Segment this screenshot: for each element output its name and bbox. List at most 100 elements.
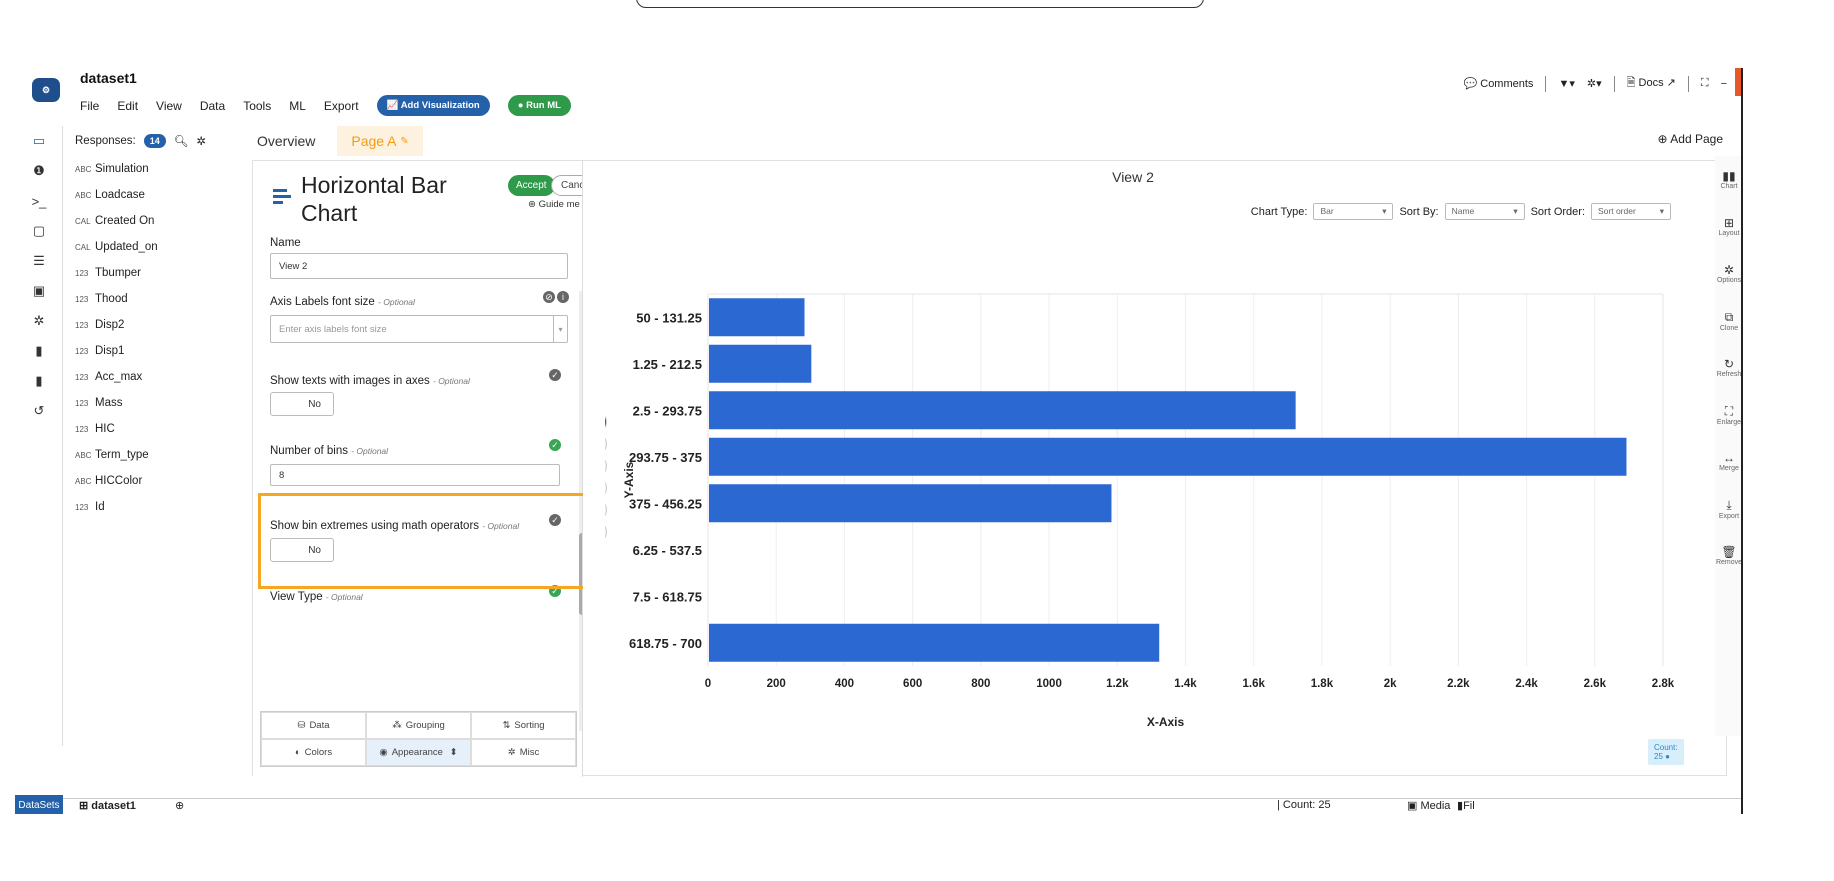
right-rail-export[interactable]: ⤓ Export	[1715, 485, 1741, 532]
field-item[interactable]: 123 Disp2	[63, 312, 243, 338]
right-rail-remove[interactable]: 🗑︎ Remove	[1715, 532, 1741, 579]
datasets-tab[interactable]: DataSets	[15, 795, 63, 814]
menu-ml[interactable]: ML	[289, 98, 306, 113]
field-item[interactable]: 123 Tbumper	[63, 260, 243, 286]
axis-font-size-input[interactable]: Enter axis labels font size ▾	[270, 315, 568, 343]
editor-scroll-thumb[interactable]	[579, 533, 582, 615]
menu-view[interactable]: View	[156, 98, 182, 113]
tab-page-a-label: Page A	[351, 133, 397, 149]
x-axis-title: X-Axis	[1147, 715, 1185, 729]
media-button[interactable]: ▣ Media	[1407, 800, 1451, 812]
field-item[interactable]: 123 Id	[63, 494, 243, 520]
edit-icon[interactable]: ✎	[400, 135, 409, 147]
run-ml-label: Run ML	[526, 100, 561, 111]
sort-order-select[interactable]: Sort order ▾	[1591, 203, 1671, 220]
history-icon[interactable]: ↺	[33, 403, 45, 418]
menu-tools[interactable]: Tools	[243, 98, 272, 113]
sort-by-select[interactable]: Name ▾	[1444, 203, 1525, 220]
fullscreen-icon[interactable]: ⛶	[1700, 77, 1709, 89]
field-item[interactable]: 123 Thood	[63, 286, 243, 312]
sliders-icon[interactable]: ☰	[33, 253, 45, 268]
field-item[interactable]: 123 Acc_max	[63, 364, 243, 390]
field-type-icon: CAL	[75, 216, 91, 226]
menu-export[interactable]: Export	[323, 98, 359, 113]
minimize-icon[interactable]: −	[1720, 77, 1727, 90]
chart-type-select[interactable]: Bar ▾	[1313, 203, 1394, 220]
menu-file[interactable]: File	[80, 98, 100, 113]
info-icon[interactable]: i	[557, 291, 569, 303]
number-of-bins-input[interactable]: 8	[270, 464, 560, 486]
page-tabs: Overview Page A ✎ ⊕ Add Page	[243, 126, 1741, 156]
info-icon[interactable]: ❶	[33, 163, 45, 178]
menu-data[interactable]: Data	[199, 98, 226, 113]
chart-controls: Chart Type: Bar ▾ Sort By: Name ▾ Sort Ord…	[1251, 203, 1671, 220]
run-ml-button[interactable]: ● Run ML	[507, 95, 571, 116]
field-item[interactable]: 123 Disp1	[63, 338, 243, 364]
subtab-sorting[interactable]: ⇅ Sorting	[471, 712, 576, 739]
subtab-colors-label: Colors	[304, 747, 333, 758]
square-icon[interactable]: ▢	[32, 223, 46, 238]
filter-icon[interactable]: ▼▾	[1558, 78, 1575, 90]
cancel-button[interactable]: Cancel	[551, 175, 582, 196]
right-rail-enlarge[interactable]: ⛶ Enlarge	[1715, 391, 1741, 438]
right-rail-merge[interactable]: ↔ Merge	[1715, 438, 1741, 485]
field-name: Created On	[95, 215, 155, 227]
image-icon[interactable]: ▣	[32, 283, 46, 298]
field-item[interactable]: CAL Created On	[63, 208, 243, 234]
subtab-colors[interactable]: ◐ Colors	[261, 739, 366, 766]
subtab-appearance[interactable]: ◉ Appearance ⬍	[366, 739, 471, 766]
right-rail-refresh[interactable]: ↻ Refresh	[1715, 344, 1741, 391]
subtab-grouping[interactable]: ⁂ Grouping	[366, 712, 471, 739]
chart-title: View 2	[1112, 169, 1154, 185]
right-rail-chart[interactable]: ▮▮ Chart	[1715, 156, 1741, 203]
field-item[interactable]: ABC HICColor	[63, 468, 243, 494]
dataset-tab-label: dataset1	[91, 800, 136, 812]
accept-button[interactable]: Accept	[508, 175, 555, 196]
files-button[interactable]: ▮Fil	[1457, 800, 1475, 812]
field-item[interactable]: ABC Simulation	[63, 156, 243, 182]
add-visualization-button[interactable]: 📈 Add Visualization	[376, 95, 490, 116]
file-icon[interactable]: ▮	[35, 343, 43, 358]
subtab-misc[interactable]: ✲ Misc	[471, 739, 576, 766]
field-type-icon: 123	[75, 268, 89, 278]
x-tick-label: 1000	[1036, 678, 1062, 690]
search-icon[interactable]: 🔍︎	[173, 136, 189, 148]
right-rail-layout[interactable]: ⊞ Layout	[1715, 203, 1741, 250]
bin-extremes-toggle[interactable]: No	[270, 538, 334, 562]
guide-me-link[interactable]: ⊛ Guide me	[528, 199, 580, 210]
subtab-data[interactable]: ⛁ Data	[261, 712, 366, 739]
right-action-rail: ▮▮ Chart ⊞ Layout ✲ Options ⧉ Clone ↻ Refresh ⛶ Enl…	[1715, 156, 1741, 736]
y-category-label: 6.25 - 537.5	[633, 543, 702, 558]
editor-scroll-track[interactable]	[579, 291, 582, 731]
monitor-icon[interactable]: ▭	[32, 133, 46, 148]
reset-icon[interactable]: ⊘	[543, 291, 555, 303]
gear-icon[interactable]: ✲	[33, 313, 45, 328]
terminal-icon[interactable]: >_	[31, 193, 47, 209]
field-item[interactable]: ABC Loadcase	[63, 182, 243, 208]
field-item[interactable]: ABC Term_type	[63, 442, 243, 468]
field-item[interactable]: 123 HIC	[63, 416, 243, 442]
show-texts-toggle[interactable]: No	[270, 392, 334, 416]
dataset-tab[interactable]: ⊞ dataset1	[79, 800, 136, 812]
add-page-button[interactable]: ⊕ Add Page	[1657, 132, 1723, 146]
right-rail-options[interactable]: ✲ Options	[1715, 250, 1741, 297]
y-category-label: 375 - 456.25	[629, 496, 702, 511]
name-input[interactable]: View 2	[270, 253, 568, 279]
spinner-icon[interactable]: ▾	[553, 316, 567, 342]
field-item[interactable]: CAL Updated_on	[63, 234, 243, 260]
add-dataset-icon[interactable]: ⊕	[175, 800, 185, 812]
right-rail-label: Merge	[1719, 465, 1739, 472]
menu-edit[interactable]: Edit	[117, 98, 139, 113]
field-item[interactable]: 123 Mass	[63, 390, 243, 416]
file-alt-icon[interactable]: ▮	[35, 373, 43, 388]
docs-button[interactable]: 🗎 Docs ↗	[1626, 77, 1676, 89]
app-logo-icon[interactable]: ⚙	[32, 78, 60, 102]
settings-icon[interactable]: ✲▾	[1586, 78, 1602, 90]
gear-icon[interactable]: ✲	[196, 136, 206, 148]
right-rail-clone[interactable]: ⧉ Clone	[1715, 297, 1741, 344]
tab-page-a[interactable]: Page A ✎	[337, 126, 423, 156]
files-label: Fil	[1463, 800, 1475, 812]
comments-button[interactable]: 💬 Comments	[1463, 78, 1534, 90]
horizontal-bar-chart-icon	[273, 189, 291, 204]
tab-overview[interactable]: Overview	[257, 133, 316, 149]
